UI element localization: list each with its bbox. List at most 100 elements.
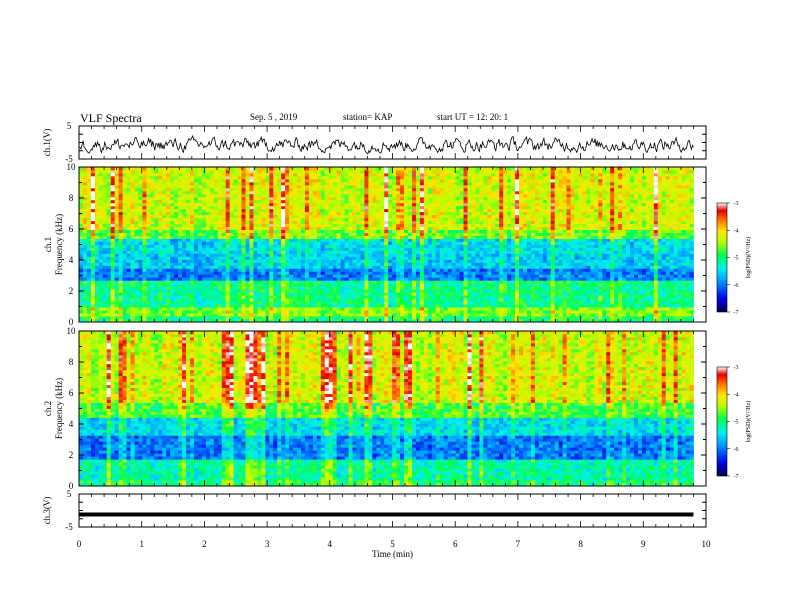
spectrogram-cell <box>118 307 123 311</box>
spectrogram-cell <box>566 244 571 248</box>
spectrogram-cell <box>130 241 135 245</box>
spectrogram-cell <box>225 250 231 254</box>
spectrogram-cell <box>98 301 104 305</box>
spectrogram-cell <box>431 265 437 269</box>
spectrogram-cell <box>550 232 556 236</box>
spectrogram-cell <box>483 277 488 281</box>
spectrogram-cell <box>197 301 203 305</box>
spectrogram-cell <box>590 229 595 233</box>
spectrogram-cell <box>423 265 429 269</box>
spectrogram-cell <box>630 244 635 248</box>
spectrogram-cell <box>364 259 369 263</box>
spectrogram-cell <box>201 265 207 269</box>
spectrogram-cell <box>415 268 421 272</box>
spectrogram-cell <box>590 268 595 272</box>
spectrogram-cell <box>634 274 639 278</box>
spectrogram-cell <box>356 262 361 266</box>
spectrogram-cell <box>499 319 504 323</box>
spectrogram-cell <box>209 286 215 290</box>
spectrogram-cell <box>269 229 274 233</box>
spectrogram-cell <box>491 250 496 254</box>
spectrogram-cell <box>653 301 659 305</box>
spectrogram-cell <box>297 304 302 308</box>
spectrogram-cell <box>285 232 290 236</box>
spectrogram-cell <box>320 238 326 242</box>
spectrogram-cell <box>467 268 472 272</box>
spectrogram-cell <box>134 253 139 257</box>
spectrogram-cell <box>364 262 369 266</box>
spectrogram-cell <box>344 319 349 323</box>
spectrogram-cell <box>507 289 512 293</box>
spectrogram-cell <box>526 280 532 284</box>
spectrogram-cell <box>519 280 524 284</box>
spectrogram-cell <box>197 235 203 239</box>
spectrogram-cell <box>653 265 659 269</box>
spectrogram-cell <box>225 253 231 257</box>
spectrogram-cell <box>463 271 468 275</box>
spectrogram-cell <box>182 235 187 239</box>
spectrogram-cell <box>197 265 203 269</box>
spectrogram-cell <box>138 277 143 281</box>
spectrogram-cell <box>645 289 651 293</box>
spectrogram-cell <box>380 265 385 269</box>
spectrogram-cell <box>606 295 611 299</box>
spectrogram-cell <box>162 244 167 248</box>
spectrogram-cell <box>415 304 421 308</box>
spectrogram-cell <box>634 247 639 251</box>
spectrogram-cell <box>249 253 254 257</box>
spectrogram-cell <box>630 304 635 308</box>
spectrogram-cell <box>237 229 242 233</box>
spectrogram-cell <box>491 283 496 287</box>
spectrogram-cell <box>586 286 591 290</box>
spectrogram-cell <box>162 286 167 290</box>
spectrogram-cell <box>82 241 88 245</box>
spectrogram-cell <box>388 241 393 245</box>
spectrogram-cell <box>657 283 663 287</box>
spectrogram-cell <box>634 262 639 266</box>
spectrogram-cell <box>582 301 587 305</box>
spectrogram-cell <box>538 310 544 314</box>
spectrogram-cell <box>229 307 234 311</box>
spectrogram-cell <box>554 271 560 275</box>
spectrogram-cell <box>562 289 567 293</box>
spectrogram-cell <box>102 244 108 248</box>
spectrogram-cell <box>380 295 385 299</box>
spectrogram-cell <box>182 262 187 266</box>
spectrogram-cell <box>368 271 373 275</box>
spectrogram-cell <box>90 244 96 248</box>
spectrogram-cell <box>154 301 159 305</box>
spectrogram-cell <box>534 295 540 299</box>
spectrogram-cell <box>90 310 96 314</box>
spectrogram-cell <box>673 304 678 308</box>
spectrogram-cell <box>400 232 405 236</box>
spectrogram-cell <box>423 238 429 242</box>
spectrogram-cell <box>689 259 694 263</box>
spectrogram-cell <box>293 298 298 302</box>
spectrogram-cell <box>467 289 472 293</box>
spectrogram-cell <box>257 301 262 305</box>
spectrogram-cell <box>174 298 179 302</box>
spectrogram-cell <box>102 307 108 311</box>
spectrogram-cell <box>637 289 643 293</box>
spectrogram-cell <box>265 307 270 311</box>
spectrogram-cell <box>142 238 147 242</box>
spectrogram-cell <box>574 280 579 284</box>
spectrogram-cell <box>606 319 611 323</box>
spectrogram-cell <box>598 262 603 266</box>
spectrogram-cell <box>566 268 571 272</box>
spectrogram-cell <box>261 241 266 245</box>
spectrogram-cell <box>447 232 453 236</box>
spectrogram-cell <box>344 274 349 278</box>
spectrogram-cell <box>562 268 567 272</box>
spectrogram-cell <box>253 307 258 311</box>
spectrogram-cell <box>90 304 96 308</box>
spectrogram-cell <box>610 232 615 236</box>
spectrogram-cell <box>590 250 595 254</box>
spectrogram-cell <box>491 235 496 239</box>
spectrogram-cell <box>193 241 199 245</box>
spectrogram-cell <box>475 319 480 323</box>
spectrogram-cell <box>281 250 286 254</box>
spectrogram-cell <box>190 274 195 278</box>
spectrogram-cell <box>443 313 449 317</box>
spectrogram-cell <box>550 268 556 272</box>
